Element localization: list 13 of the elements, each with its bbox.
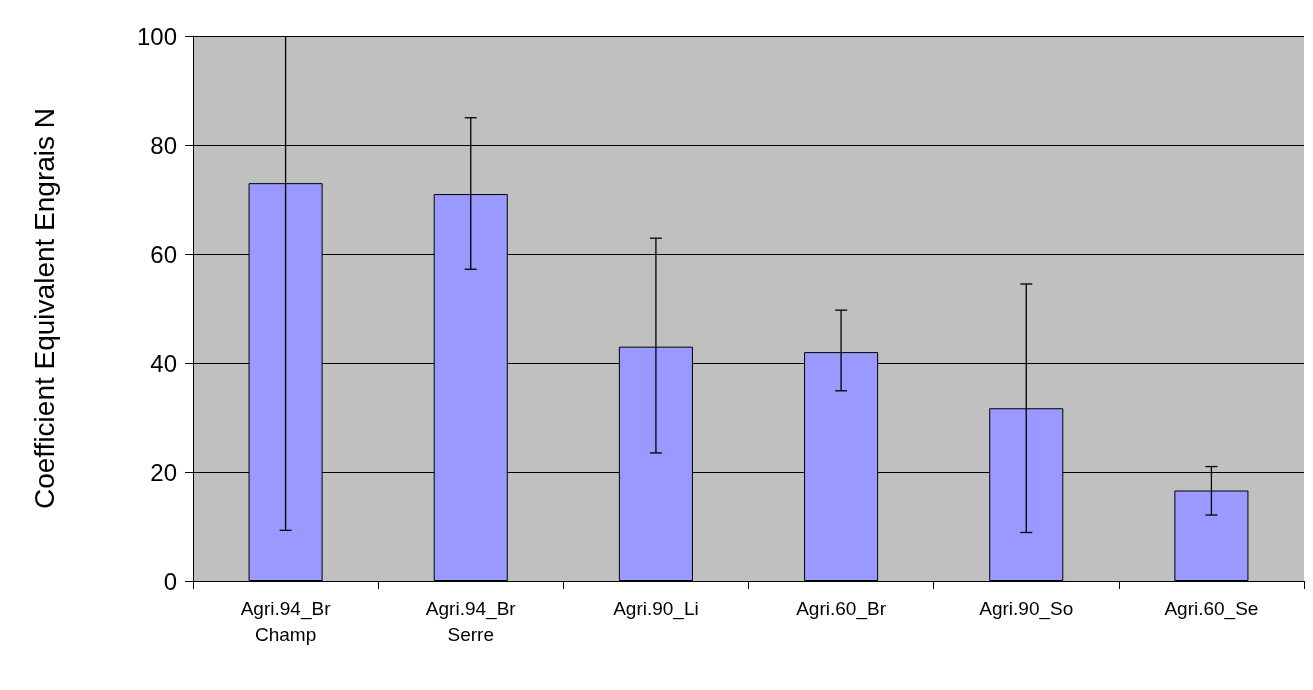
y-axis-title: Coefficient Equivalent Engrais N (28, 107, 60, 510)
x-tick-label: Agri.90_Li (613, 597, 699, 620)
y-tick-label: 20 (150, 458, 177, 486)
y-tick-label: 40 (150, 349, 177, 377)
x-tick-label: Agri.60_Br (796, 597, 887, 620)
y-tick-label: 0 (163, 567, 177, 595)
x-tick-label: Agri.94_Br Serre (425, 597, 517, 645)
y-tick-label: 60 (150, 240, 177, 268)
x-tick-label: Agri.60_Se (1164, 597, 1259, 620)
y-tick-label: 100 (136, 22, 177, 50)
x-tick-label: Agri.90_So (979, 597, 1074, 620)
x-tick-label: Agri.94_Br Champ (240, 597, 332, 645)
y-tick-label: 80 (150, 131, 177, 159)
